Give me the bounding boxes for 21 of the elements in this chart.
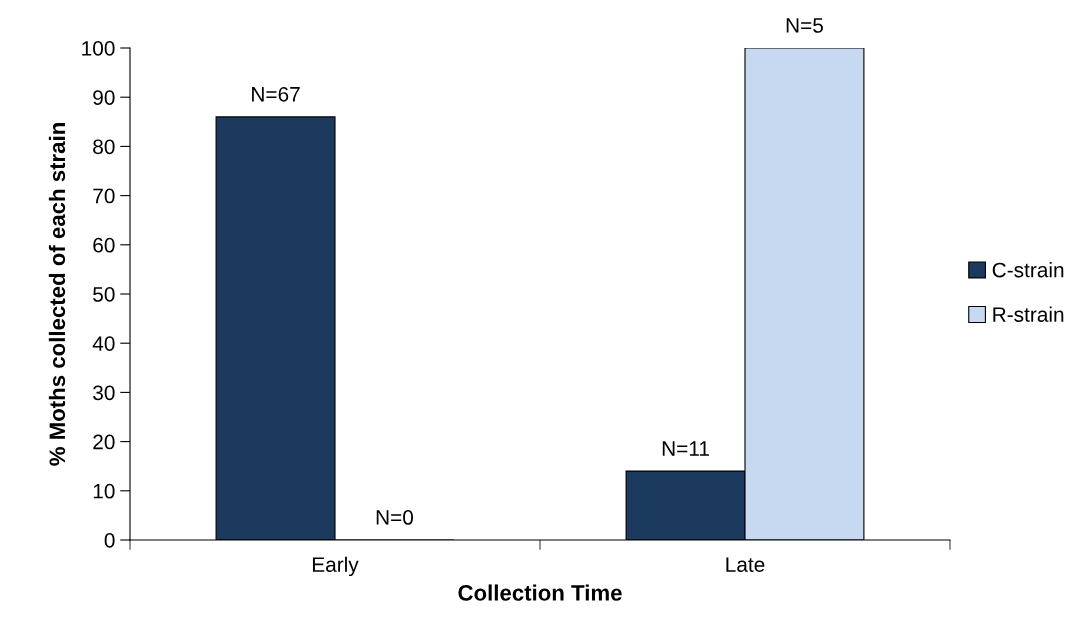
y-tick-label: 0 [104,533,115,548]
y-tick-label: 30 [93,385,115,401]
y-tick-label: 100 [82,41,115,56]
y-tick-label: 80 [93,139,115,155]
y-tick-label: 90 [93,90,115,105]
y-tick-label: 40 [92,336,115,351]
y-tick-label: 20 [93,434,115,450]
y-axis-title: % Moths collected of each strain [48,123,66,466]
x-tick-label: Early [312,556,359,577]
x-tick-label: Late [726,557,765,572]
y-tick-label: 70 [93,188,115,204]
legend-label: C-strain [992,262,1064,278]
annotation: N=67 [252,86,300,102]
annotation: N=5 [786,18,823,33]
legend-label: R-strain [993,306,1064,322]
y-tick-label: 60 [93,237,115,253]
annotation: N=0 [376,510,414,525]
y-tick-label: 10 [93,483,115,499]
x-axis-title: Collection Time [458,584,622,601]
y-tick-label: 50 [93,287,115,302]
annotation: N=11 [662,441,709,456]
